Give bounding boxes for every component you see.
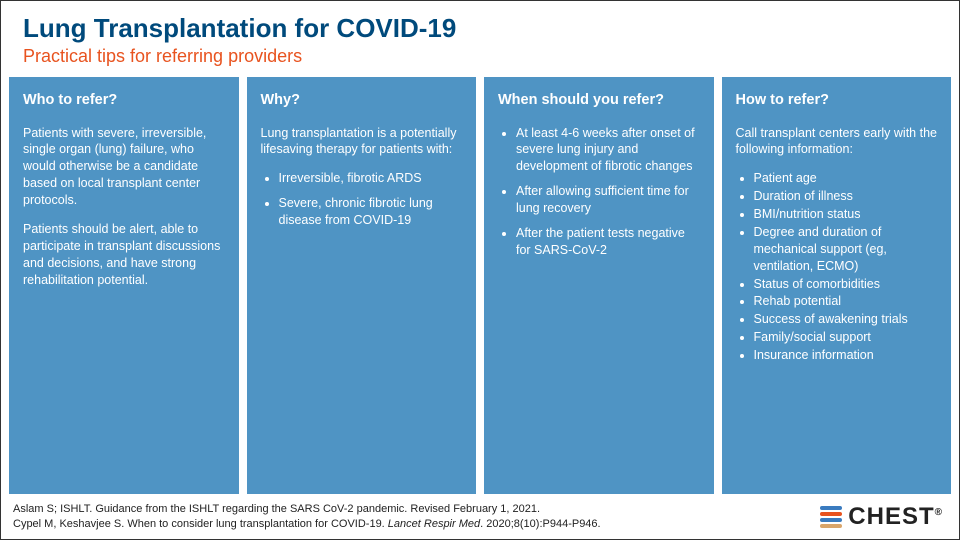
col-list: Patient age Duration of illness BMI/nutr…: [736, 170, 938, 364]
footer: Aslam S; ISHLT. Guidance from the ISHLT …: [1, 494, 959, 539]
registered-mark: ®: [935, 507, 943, 518]
list-item: At least 4-6 weeks after onset of severe…: [516, 125, 700, 176]
references: Aslam S; ISHLT. Guidance from the ISHLT …: [13, 502, 601, 531]
list-item: Severe, chronic fibrotic lung disease fr…: [279, 195, 463, 229]
col-intro: Call transplant centers early with the f…: [736, 125, 938, 159]
list-item: Patient age: [754, 170, 938, 187]
logo-bar: [820, 512, 842, 516]
col-paragraph: Patients should be alert, able to partic…: [23, 221, 225, 289]
page-title: Lung Transplantation for COVID-19: [23, 13, 937, 44]
chest-logo-icon: [820, 506, 842, 528]
list-item: Degree and duration of mechanical suppor…: [754, 224, 938, 275]
chest-logo-text: CHEST®: [848, 503, 943, 531]
reference-line: Cypel M, Keshavjee S. When to consider l…: [13, 517, 601, 531]
list-item: Irreversible, fibrotic ARDS: [279, 170, 463, 187]
col-heading: When should you refer?: [498, 91, 700, 111]
header: Lung Transplantation for COVID-19 Practi…: [1, 1, 959, 77]
list-item: After allowing sufficient time for lung …: [516, 183, 700, 217]
list-item: Insurance information: [754, 347, 938, 364]
col-intro: Lung transplantation is a potentially li…: [261, 125, 463, 159]
slide-frame: Lung Transplantation for COVID-19 Practi…: [0, 0, 960, 540]
list-item: Family/social support: [754, 329, 938, 346]
col-list: Irreversible, fibrotic ARDS Severe, chro…: [261, 170, 463, 229]
logo-bar: [820, 518, 842, 522]
col-how: How to refer? Call transplant centers ea…: [722, 77, 952, 494]
col-heading: Who to refer?: [23, 91, 225, 111]
page-subtitle: Practical tips for referring providers: [23, 46, 937, 67]
ref-journal: Lancet Respir Med: [388, 518, 480, 530]
col-heading: How to refer?: [736, 91, 938, 111]
reference-line: Aslam S; ISHLT. Guidance from the ISHLT …: [13, 502, 601, 516]
ref-text: . 2020;8(10):P944-P946.: [480, 518, 600, 530]
col-list: At least 4-6 weeks after onset of severe…: [498, 125, 700, 259]
logo-bar: [820, 506, 842, 510]
ref-text: Cypel M, Keshavjee S. When to consider l…: [13, 518, 388, 530]
list-item: Rehab potential: [754, 293, 938, 310]
col-why: Why? Lung transplantation is a potential…: [247, 77, 477, 494]
logo-label: CHEST: [848, 503, 934, 530]
list-item: BMI/nutrition status: [754, 206, 938, 223]
logo-bar: [820, 524, 842, 528]
columns-container: Who to refer? Patients with severe, irre…: [1, 77, 959, 494]
list-item: After the patient tests negative for SAR…: [516, 225, 700, 259]
col-when: When should you refer? At least 4-6 week…: [484, 77, 714, 494]
list-item: Status of comorbidities: [754, 276, 938, 293]
col-heading: Why?: [261, 91, 463, 111]
list-item: Success of awakening trials: [754, 311, 938, 328]
col-who: Who to refer? Patients with severe, irre…: [9, 77, 239, 494]
col-paragraph: Patients with severe, irreversible, sing…: [23, 125, 225, 209]
list-item: Duration of illness: [754, 188, 938, 205]
chest-logo: CHEST®: [820, 503, 943, 531]
